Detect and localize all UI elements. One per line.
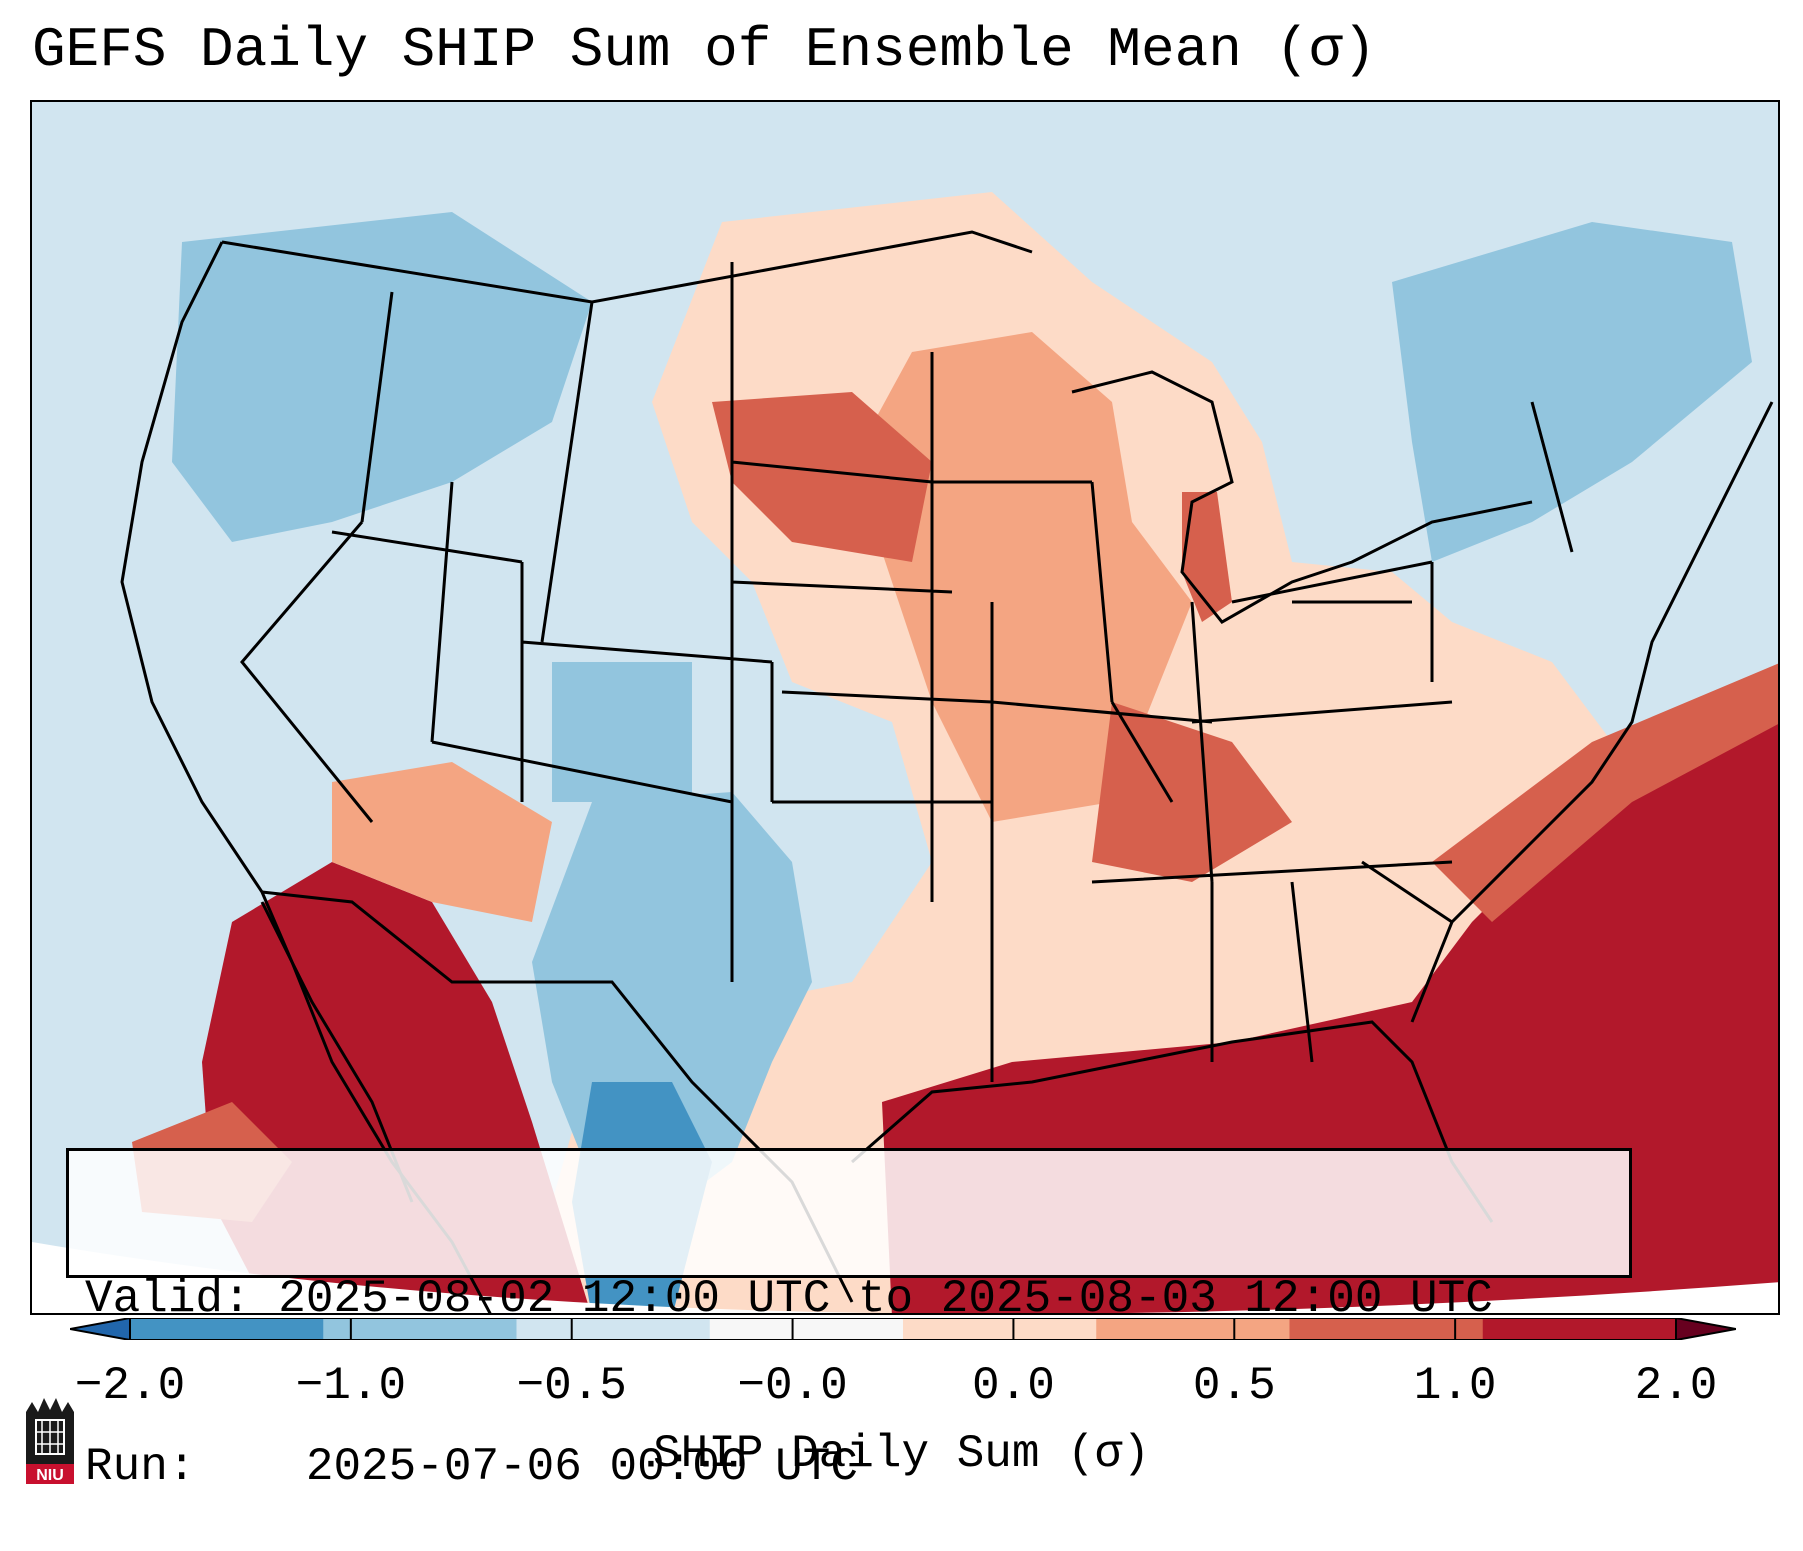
state-lines (240, 262, 1574, 1082)
colorbar-tick-label: 2.0 (1634, 1360, 1718, 1412)
colorbar-label: SHIP Daily Sum (σ) (653, 1428, 1150, 1480)
valid-label: Valid: (85, 1273, 251, 1325)
niu-logo: NIU (26, 1398, 74, 1484)
colorbar-segment (516, 1318, 711, 1340)
positive-anomaly-dakotas (712, 392, 932, 562)
negative-anomaly-colorado (552, 662, 692, 802)
great-lakes (1071, 370, 1533, 624)
valid-value: 2025-08-02 12:00 UTC to 2025-08-03 12:00… (278, 1273, 1493, 1325)
valid-line: Valid: 2025-08-02 12:00 UTC to 2025-08-0… (85, 1271, 1613, 1327)
colorbar-tick-label: −0.5 (516, 1360, 627, 1412)
colorbar-extend-high (1676, 1318, 1736, 1340)
colorbar-segment (1096, 1318, 1290, 1340)
gulf-coast (851, 1020, 1494, 1223)
colorbar-tick-label: 1.0 (1413, 1360, 1497, 1412)
west-coast (120, 241, 294, 963)
outside-domain (32, 1242, 1778, 1313)
colorbar (70, 1318, 1736, 1340)
colorbar-ticks: −2.0 −1.0 −0.5 −0.0 0.0 0.5 1.0 2.0 (0, 1360, 1803, 1420)
logo-text: NIU (36, 1467, 64, 1484)
colorbar-segment (709, 1318, 904, 1340)
map-panel[interactable] (30, 100, 1780, 1315)
run-label: Run: (85, 1441, 196, 1493)
info-box: Valid: 2025-08-02 12:00 UTC to 2025-08-0… (66, 1148, 1632, 1493)
colorbar-segment (1482, 1318, 1677, 1340)
map-title: GEFS Daily SHIP Sum of Ensemble Mean (σ) (32, 18, 1377, 82)
positive-anomaly-southwest (332, 762, 552, 922)
colorbar-tick-label: −1.0 (295, 1360, 407, 1412)
colorbar-segment (903, 1318, 1097, 1340)
us-canada-border (221, 230, 1033, 304)
colorbar-tick-label: 0.5 (1192, 1360, 1276, 1412)
negative-anomaly-northeast (1392, 222, 1752, 562)
run-value: 2025-07-06 00:00 UTC (305, 1441, 858, 1493)
colorbar-segment (1289, 1318, 1484, 1340)
colorbar-tick-label: 0.0 (972, 1360, 1055, 1412)
east-coast (1410, 401, 1774, 1023)
colorbar-segment (130, 1318, 324, 1340)
run-line: Run: 2025-07-06 00:00 UTC (85, 1439, 1613, 1495)
colorbar-segment (323, 1318, 517, 1340)
colorbar-tick-label: −0.0 (737, 1360, 848, 1412)
colorbar-tick-label: −2.0 (74, 1360, 186, 1412)
borders (120, 230, 1774, 1313)
map-canvas (32, 102, 1778, 1313)
colorbar-extend-low (70, 1318, 130, 1340)
positive-anomaly-tennessee (1092, 702, 1292, 882)
